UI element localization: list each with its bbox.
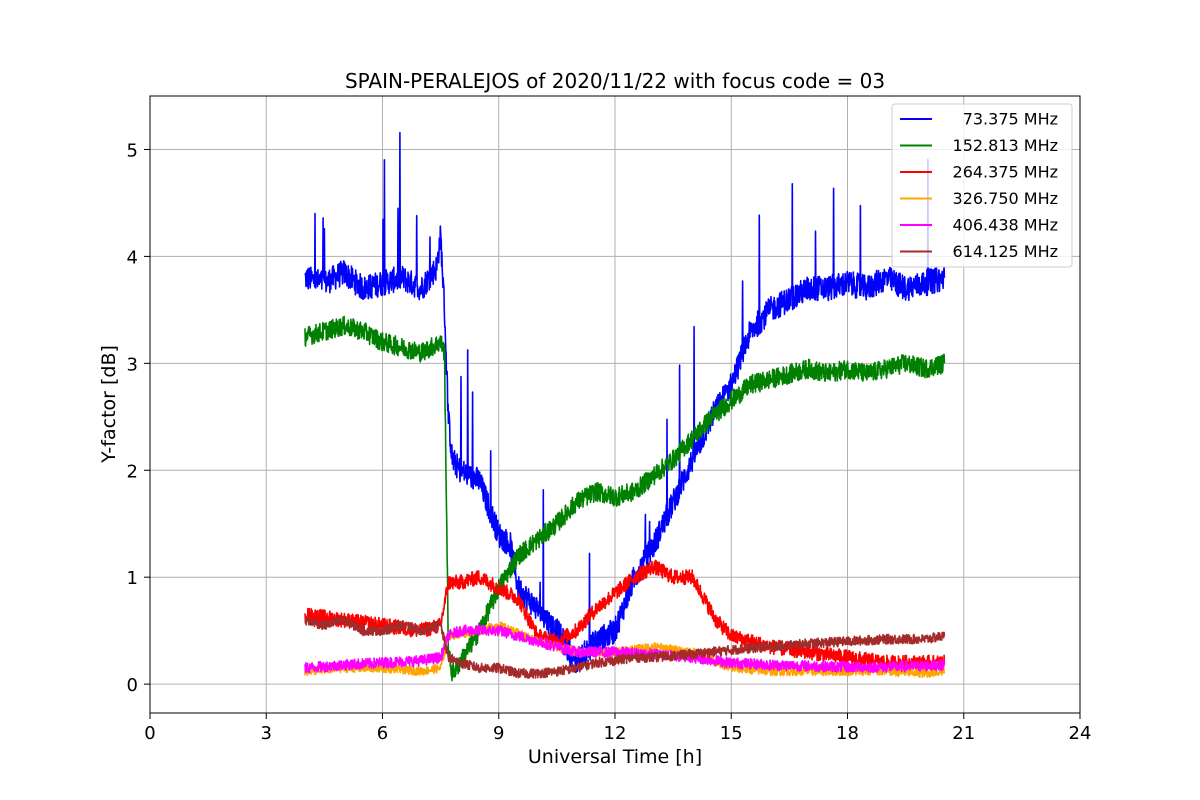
legend: 73.375 MHz 152.813 MHz 264.375 MHz 326.750 … bbox=[891, 103, 1073, 268]
legend-label: 264.375 MHz bbox=[953, 163, 1058, 182]
x-tick-label: 6 bbox=[377, 723, 388, 744]
y-tick-label: 0 bbox=[127, 675, 138, 696]
series-lines bbox=[304, 131, 946, 682]
x-tick-label: 12 bbox=[604, 723, 627, 744]
x-tick-label: 21 bbox=[952, 723, 975, 744]
x-tick-label: 9 bbox=[493, 723, 504, 744]
series-line-1 bbox=[304, 131, 946, 674]
legend-label: 326.750 MHz bbox=[953, 189, 1058, 208]
series-line-6 bbox=[304, 615, 946, 679]
y-tick-label: 4 bbox=[127, 247, 138, 268]
legend-label: 152.813 MHz bbox=[953, 136, 1058, 155]
x-tick-label: 15 bbox=[720, 723, 743, 744]
chart-title: SPAIN-PERALEJOS of 2020/11/22 with focus… bbox=[345, 69, 885, 93]
y-tick-label: 5 bbox=[127, 140, 138, 161]
x-tick-label: 24 bbox=[1069, 723, 1092, 744]
x-axis-title: Universal Time [h] bbox=[528, 746, 702, 768]
series-line-2 bbox=[304, 315, 946, 682]
x-tick-label: 3 bbox=[261, 723, 272, 744]
legend-label: 406.438 MHz bbox=[953, 216, 1058, 235]
legend-label: 73.375 MHz bbox=[963, 110, 1058, 129]
y-tick-label: 1 bbox=[127, 568, 138, 589]
legend-box bbox=[891, 103, 1073, 268]
legend-label: 614.125 MHz bbox=[953, 242, 1058, 261]
x-tick-label: 0 bbox=[144, 723, 155, 744]
series-line-3 bbox=[304, 559, 946, 672]
y-tick-label: 2 bbox=[127, 461, 138, 482]
y-axis-title: Y-factor [dB] bbox=[98, 345, 120, 464]
y-tick-label: 3 bbox=[127, 354, 138, 375]
x-tick-label: 18 bbox=[836, 723, 859, 744]
